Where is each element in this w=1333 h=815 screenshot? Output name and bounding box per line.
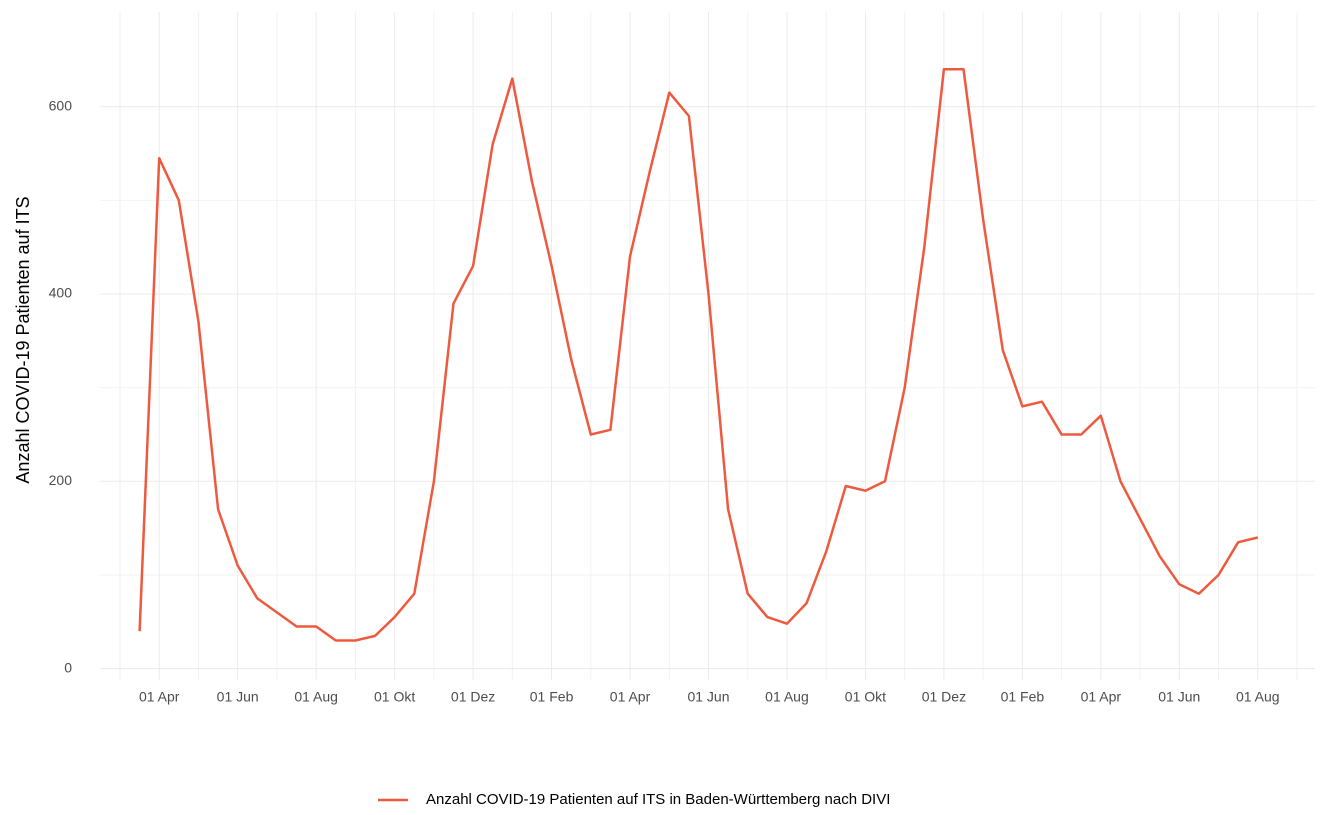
x-tick-label: 01 Dez (922, 689, 966, 705)
y-tick-label: 0 (64, 659, 72, 675)
x-tick-label: 01 Jun (1158, 689, 1200, 705)
x-tick-label: 01 Aug (765, 689, 809, 705)
x-tick-label: 01 Apr (1081, 689, 1122, 705)
x-tick-label: 01 Apr (139, 689, 180, 705)
y-tick-label: 200 (49, 472, 73, 488)
data-line (138, 67, 1259, 642)
x-tick-label: 01 Apr (610, 689, 651, 705)
x-tick-label: 01 Okt (845, 689, 886, 705)
x-tick-label: 01 Feb (530, 689, 574, 705)
x-tick-label: 01 Jun (687, 689, 729, 705)
x-tick-label: 01 Feb (1001, 689, 1045, 705)
y-tick-label: 600 (49, 97, 73, 113)
y-axis-title: Anzahl COVID-19 Patienten auf ITS (13, 196, 33, 483)
legend-label: Anzahl COVID-19 Patienten auf ITS in Bad… (426, 791, 890, 808)
y-tick-label: 400 (49, 285, 73, 301)
x-tick-label: 01 Jun (217, 689, 259, 705)
x-tick-label: 01 Dez (451, 689, 495, 705)
x-tick-label: 01 Aug (294, 689, 338, 705)
x-tick-label: 01 Okt (374, 689, 415, 705)
x-tick-label: 01 Aug (1236, 689, 1280, 705)
